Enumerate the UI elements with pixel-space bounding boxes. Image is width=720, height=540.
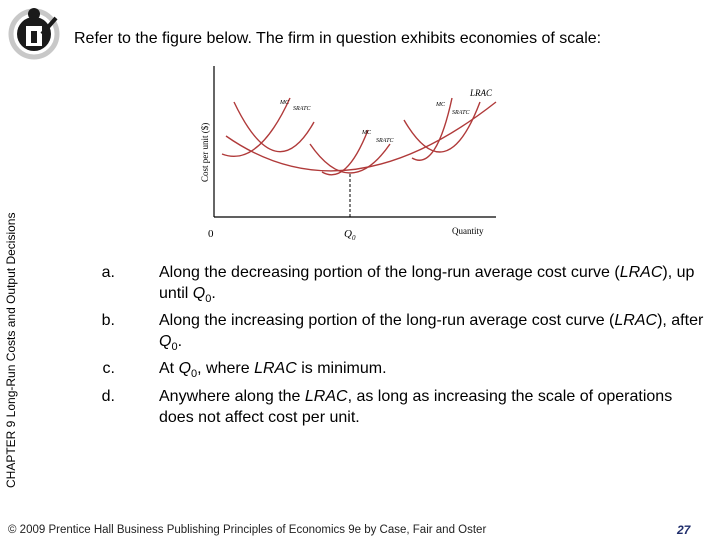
option-text-run: Along the decreasing portion of the long… [159,264,620,281]
srac-curve-3 [403,101,481,153]
origin-label: 0 [208,228,214,240]
cost-curves-figure: Cost per unit ($) 0 Quantity Q0 LRAC MC … [200,66,497,242]
option-text: Along the increasing portion of the long… [159,310,710,358]
option-text-run: , as long as increasing the scale of ope… [159,387,673,426]
option-b[interactable]: b. Along the increasing portion of the l… [70,310,710,358]
option-text-run: . [211,285,216,302]
lrac-curve [225,101,497,172]
option-text-run: LRAC [254,360,297,378]
mc2-label: MC [361,130,372,136]
option-letter: a. [101,264,115,281]
option-text-run: 0 [191,368,198,381]
srac-curve-1 [233,101,315,153]
option-text: Anywhere along the LRAC, as long as incr… [159,386,710,428]
mc-curve-3 [411,97,453,161]
mc3-label: MC [435,102,446,108]
option-text-run: LRAC [304,387,348,405]
option-text-run: LRAC [614,312,658,330]
option-text: Along the decreasing portion of the long… [159,262,710,310]
srac-curve-2 [309,143,391,174]
srac3-label: SRATC [452,110,470,116]
option-text-run: Anywhere along the [159,387,305,405]
option-c[interactable]: c. At Q0, where LRAC is minimum. [70,358,710,385]
option-text: At Q0, where LRAC is minimum. [159,358,710,385]
mc1-label: MC [279,100,290,106]
option-text-run: ), up until [159,264,695,302]
option-text-run: 0 [205,293,212,306]
option-text-run: ), after [657,312,704,330]
srac1-label: SRATC [293,106,311,112]
option-letter: b. [101,312,115,330]
option-text-run: is minimum. [296,360,387,378]
option-a[interactable]: a. Along the decreasing portion of the l… [70,262,710,310]
mc-curve-1 [221,97,291,158]
y-axis-label: Cost per unit ($) [200,123,210,182]
option-text-run: . [177,333,183,351]
option-text-run: , where [197,360,255,378]
copyright-footer: © 2009 Prentice Hall Business Publishing… [8,524,487,536]
info-logo-icon [8,8,60,60]
option-text-run: At [159,360,179,378]
option-d[interactable]: d. Anywhere along the LRAC, as long as i… [70,386,710,428]
q0-label: Q0 [344,228,356,242]
question-text: Refer to the figure below. The firm in q… [74,30,602,47]
mc-curve-2 [321,129,369,176]
x-axis-label: Quantity [452,226,484,236]
option-letter: d. [101,387,115,405]
page-number: 27 [677,523,691,537]
srac2-label: SRATC [376,138,394,144]
chapter-side-label: CHAPTER 9 Long-Run Costs and Output Deci… [4,212,18,488]
option-text-run: Q [192,285,206,302]
option-text-run: 0 [171,341,178,354]
option-text-run: Along the increasing portion of the long… [159,312,615,330]
option-text-run: LRAC [619,264,663,281]
answer-options: a. Along the decreasing portion of the l… [70,262,710,428]
lrac-label: LRAC [469,88,493,98]
option-text-run: Q [159,333,172,351]
option-text-run: Q [178,360,192,378]
option-letter: c. [102,360,115,378]
